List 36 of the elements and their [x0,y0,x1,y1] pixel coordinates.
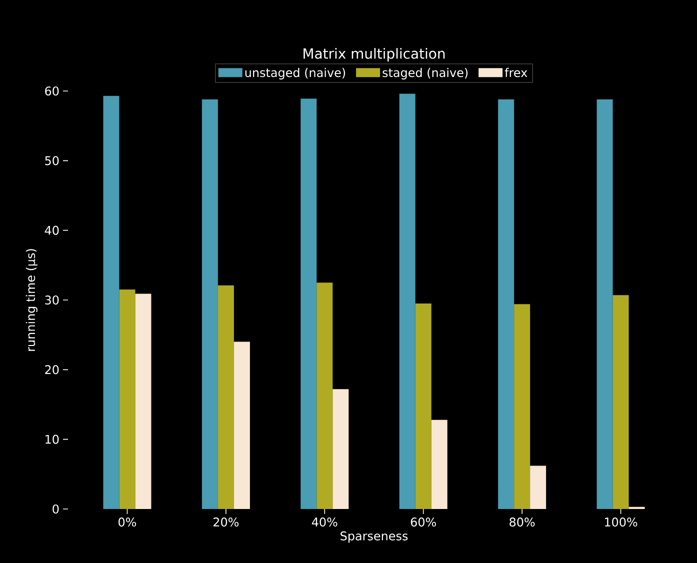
bar [234,342,250,509]
bar [103,96,120,509]
bar [399,94,416,509]
y-tick-label: 0 [52,504,59,514]
x-tick-label: 60% [410,518,436,527]
bar [316,282,333,509]
bar [119,290,136,509]
y-tick-label: 60 [45,86,59,96]
y-tick-label: 30 [45,295,59,305]
y-tick-label: 40 [44,226,59,235]
bar [202,99,218,509]
legend-label: unstaged (naive) [245,68,346,80]
y-tick-label: 10 [46,434,59,444]
x-axis-title: Sparseness [340,531,408,543]
y-tick-label: 50 [45,156,59,166]
x-tick-label: 20% [214,518,239,527]
bar [514,304,530,509]
bar [218,285,234,509]
bar [300,98,317,509]
x-tick-label: 40% [312,518,338,527]
x-tick-label: 80% [510,518,535,527]
bar [415,303,432,509]
x-tick-label: 0% [118,518,136,527]
legend-label: staged (naive) [382,68,468,80]
bar [530,466,546,509]
bar [596,99,613,509]
legend-label: frex [504,68,528,78]
bar [498,99,514,509]
bar [431,420,448,509]
bar [332,389,349,509]
chart-title: Matrix multiplication [304,48,445,62]
bar [612,295,629,509]
y-axis-title: running time (μs) [26,249,38,351]
bar [135,294,152,509]
x-tick-label: 100% [604,518,638,527]
y-tick-label: 20 [45,365,59,374]
